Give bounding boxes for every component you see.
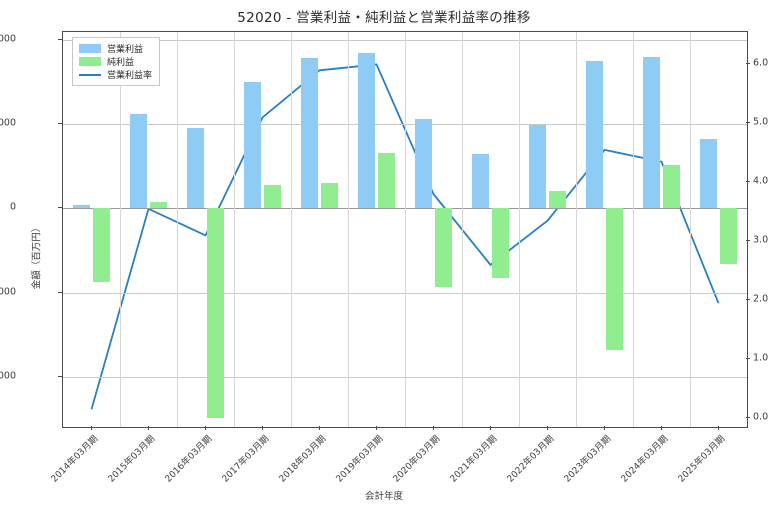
y-axis-tick-label: 40,000 [0, 33, 16, 45]
gridline-vertical [576, 32, 577, 427]
secondary-y-axis-tick-mark [746, 181, 750, 183]
bar-operating-profit [187, 128, 205, 209]
secondary-y-axis-tick-label: 2.0 [753, 293, 768, 305]
bar-net-profit [662, 164, 680, 209]
bar-net-profit [548, 191, 566, 209]
gridline-vertical [519, 32, 520, 427]
bar-net-profit [491, 208, 509, 279]
legend-swatch-operating-profit [79, 44, 101, 53]
legend-label-operating-margin: 営業利益率 [107, 71, 153, 81]
legend-item-net-profit: 純利益 [79, 55, 152, 68]
gridline-vertical [633, 32, 634, 427]
x-axis-tick-mark [717, 426, 719, 430]
bar-operating-profit [643, 56, 661, 209]
bar-operating-profit [529, 125, 547, 209]
chart-title: 52020 - 営業利益・純利益と営業利益率の推移 [237, 10, 531, 26]
secondary-y-axis-tick-mark [746, 417, 750, 419]
secondary-y-axis-tick-mark [746, 63, 750, 65]
x-axis-tick-mark [489, 426, 491, 430]
plot-area [62, 31, 748, 428]
gridline-vertical [405, 32, 406, 427]
bar-operating-profit [586, 61, 604, 209]
bar-net-profit [320, 183, 338, 209]
secondary-y-axis-tick-mark [746, 299, 750, 301]
x-axis-tick-mark [660, 426, 662, 430]
legend-swatch-net-profit [79, 57, 101, 66]
secondary-y-axis-tick-mark [746, 122, 750, 124]
gridline-vertical [291, 32, 292, 427]
legend-item-operating-margin: 営業利益率 [79, 68, 152, 81]
secondary-y-axis-tick-mark [746, 358, 750, 360]
y-axis-tick-mark [58, 123, 62, 125]
chart-legend: 営業利益 純利益 営業利益率 [72, 37, 161, 86]
bar-operating-profit [73, 205, 91, 209]
legend-label-operating-profit: 営業利益 [107, 45, 144, 55]
secondary-y-axis-tick-label: 4.0 [753, 175, 768, 187]
y-axis-tick-mark [58, 39, 62, 41]
secondary-y-axis-tick-label: 6.0 [753, 57, 768, 69]
secondary-y-axis-tick-label: 1.0 [753, 352, 768, 364]
x-axis-tick-mark [546, 426, 548, 430]
x-axis-tick-mark [90, 426, 92, 430]
bar-operating-profit [301, 58, 319, 209]
gridline-vertical [234, 32, 235, 427]
bar-operating-profit [700, 138, 718, 209]
bar-operating-profit [358, 52, 376, 209]
secondary-y-axis-tick-label: 5.0 [753, 116, 768, 128]
bar-net-profit [434, 208, 452, 288]
y-axis-label: 金額（百万円） [31, 222, 43, 290]
bar-net-profit [263, 185, 281, 209]
bar-net-profit [206, 208, 224, 418]
chart-page: 52020 - 営業利益・純利益と営業利益率の推移 金額（百万円） 営業利益率（… [0, 10, 768, 502]
x-axis-tick-mark [375, 426, 377, 430]
y-axis-tick-mark [58, 207, 62, 209]
legend-line-operating-margin [79, 73, 101, 76]
y-axis-tick-label: -20,000 [0, 286, 16, 298]
bar-operating-profit [472, 153, 490, 209]
bar-net-profit [377, 153, 395, 209]
y-axis-tick-label: -40,000 [0, 370, 16, 382]
y-axis-tick-label: 20,000 [0, 117, 16, 129]
secondary-y-axis-tick-label: 0.0 [753, 411, 768, 423]
x-axis-tick-mark [432, 426, 434, 430]
secondary-y-axis-tick-mark [746, 240, 750, 242]
x-axis-tick-mark [147, 426, 149, 430]
gridline-vertical [120, 32, 121, 427]
bar-net-profit [149, 201, 167, 209]
bar-operating-profit [244, 81, 262, 209]
bar-operating-profit [130, 114, 148, 209]
x-axis-tick-mark [603, 426, 605, 430]
bar-operating-profit [415, 119, 433, 209]
x-axis-tick-mark [261, 426, 263, 430]
bar-net-profit [605, 208, 623, 350]
y-axis-tick-label: 0 [9, 201, 16, 213]
legend-item-operating-profit: 営業利益 [79, 42, 152, 55]
gridline-vertical [462, 32, 463, 427]
legend-label-net-profit: 純利益 [107, 58, 135, 68]
bar-net-profit [92, 208, 110, 283]
gridline-vertical [348, 32, 349, 427]
x-axis-tick-mark [318, 426, 320, 430]
y-axis-tick-mark [58, 375, 62, 377]
x-axis-label: 会計年度 [364, 491, 403, 502]
gridline-vertical [177, 32, 178, 427]
x-axis-tick-mark [204, 426, 206, 430]
bar-net-profit [719, 208, 737, 265]
secondary-y-axis-tick-label: 3.0 [753, 234, 768, 246]
gridline-vertical [690, 32, 691, 427]
y-axis-tick-mark [58, 291, 62, 293]
